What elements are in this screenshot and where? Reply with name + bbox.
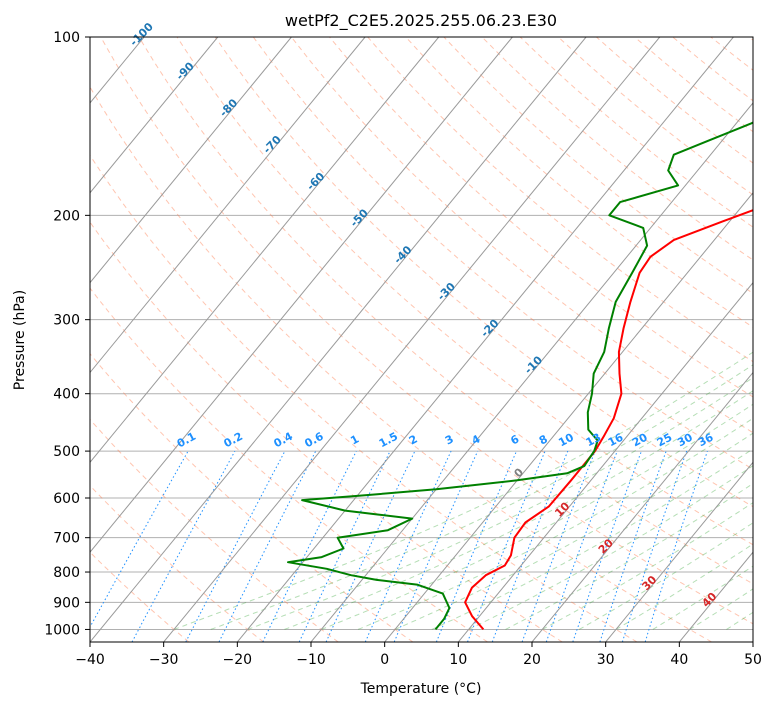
plot-frame [89, 36, 754, 643]
isotherm [310, 102, 753, 642]
y-axis-label: Pressure (hPa) [12, 290, 28, 390]
temperature-line [464, 209, 753, 631]
mixing-ratio-line [621, 450, 688, 642]
moist-adiabat [542, 502, 753, 630]
dry-adiabat [252, 37, 753, 470]
x-tick-label: −40 [75, 652, 105, 668]
moist-adiabat [394, 432, 753, 630]
dewpoint-line [287, 121, 753, 631]
y-tick-label: 400 [53, 387, 80, 403]
isotherm [90, 37, 292, 284]
isotherm [90, 37, 587, 642]
mixing-ratio-line [393, 450, 479, 642]
mixing-ratio-line [218, 450, 317, 642]
y-tick-label: 200 [53, 208, 80, 224]
mixing-ratio-label: 13 [584, 431, 604, 450]
moist-adiabat [321, 403, 753, 630]
dry-adiabat [90, 551, 190, 642]
mixing-ratio-line [644, 450, 708, 642]
moist-adiabat [210, 364, 753, 630]
dry-adiabat [443, 37, 753, 294]
isotherm [605, 461, 753, 642]
dry-adiabat [100, 37, 753, 625]
y-tick-label: 1000 [44, 622, 80, 638]
mixing-ratio-line [545, 450, 618, 642]
y-tick-label: 500 [53, 444, 80, 460]
moist-adiabat [284, 390, 753, 630]
mixing-ratio-label: 25 [655, 431, 675, 450]
mixing-ratio-line [262, 450, 357, 642]
y-tick-label: 100 [53, 30, 80, 46]
y-tick-label: 900 [53, 595, 80, 611]
mixing-ratio-line [90, 450, 189, 629]
dry-adiabat [90, 353, 414, 642]
moist-adiabat [468, 465, 753, 630]
isotherm [90, 37, 440, 464]
x-tick-label: 20 [523, 652, 541, 668]
x-tick-label: −20 [223, 652, 253, 668]
isotherm [531, 371, 753, 642]
dry-adiabat [90, 484, 264, 642]
isotherm [90, 37, 219, 194]
chart-title: wetPf2_C2E5.2025.255.06.23.E30 [285, 11, 557, 31]
x-tick-label: 40 [670, 652, 688, 668]
mixing-ratio-line [435, 450, 517, 642]
moist-adiabat [431, 448, 753, 630]
y-tick-label: 600 [53, 491, 80, 507]
mixing-ratio-line [131, 450, 236, 642]
isotherm [457, 281, 753, 642]
mixing-ratio-line [364, 450, 452, 642]
x-tick-label: 30 [597, 652, 615, 668]
mixing-ratio-label: 36 [696, 430, 716, 449]
dry-adiabat [90, 287, 488, 642]
x-axis-label: Temperature (°C) [360, 681, 482, 697]
dry-adiabat [367, 37, 753, 363]
y-tick-label: 300 [53, 313, 80, 329]
x-tick-label: −30 [149, 652, 179, 668]
mixing-ratio-line [572, 450, 642, 642]
y-tick-label: 700 [53, 531, 80, 547]
mixing-ratio-label: 10 [556, 431, 576, 450]
x-tick-label: 50 [744, 652, 762, 668]
mixing-ratio-label: 20 [630, 431, 650, 450]
mixing-ratio-line [521, 450, 596, 642]
isotherm [90, 37, 366, 374]
mixing-ratio-line [467, 450, 546, 642]
isotherm [236, 37, 734, 642]
moist-adiabat [173, 351, 753, 630]
dry-adiabat [291, 37, 753, 434]
isotherm [384, 192, 753, 642]
dry-adiabat [90, 221, 563, 642]
isotherm [90, 37, 513, 553]
mixing-ratio-label: 16 [606, 430, 626, 449]
isotherm [163, 37, 661, 642]
dry-adiabat [138, 37, 753, 585]
mixing-ratio-label: 30 [675, 431, 695, 450]
x-tick-label: 0 [380, 652, 389, 668]
x-tick-label: 10 [449, 652, 467, 668]
mixing-ratio-line [491, 450, 569, 642]
dry-adiabat [176, 37, 753, 546]
mixing-ratio-line [599, 450, 667, 642]
y-tick-label: 800 [53, 565, 80, 581]
x-tick-label: −10 [296, 652, 326, 668]
dry-adiabat [90, 86, 712, 642]
